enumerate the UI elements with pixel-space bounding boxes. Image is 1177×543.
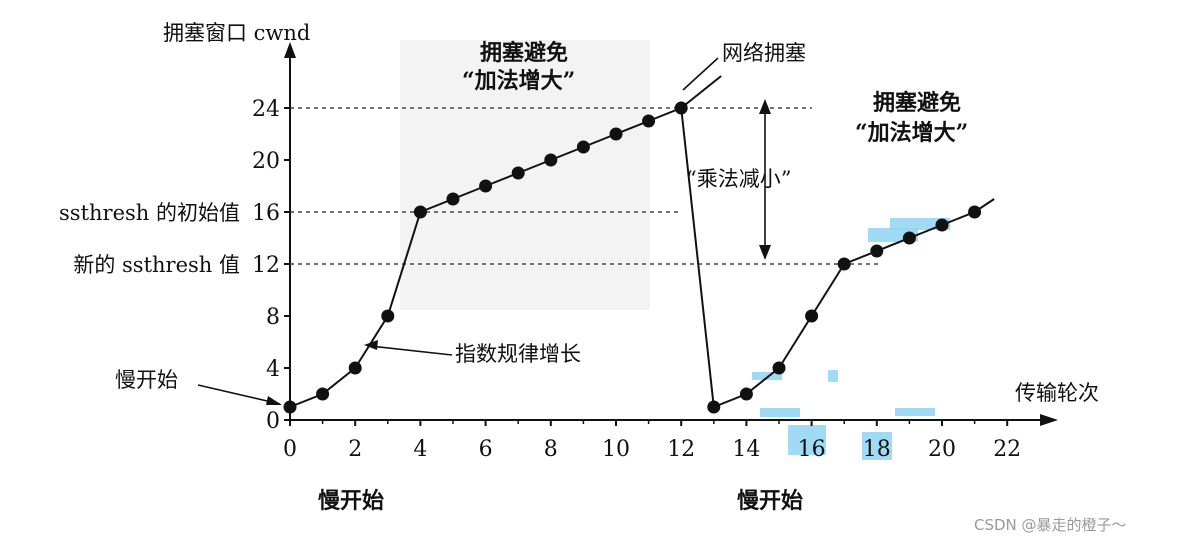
y-tick-label: 0: [266, 409, 280, 434]
data-point: [576, 140, 590, 154]
slow-start-arrow-icon: [266, 396, 282, 405]
data-point: [674, 101, 688, 115]
watermark: CSDN @暴走的橙子～: [974, 516, 1127, 534]
data-point: [642, 114, 656, 128]
x-axis-arrow-icon: [1040, 414, 1058, 426]
y-tick-label: 4: [266, 357, 280, 382]
data-point: [511, 166, 525, 180]
x-tick-label: 10: [602, 437, 630, 462]
slow-start-left-label: 慢开始: [115, 368, 178, 392]
y-tick-label: 24: [252, 97, 280, 122]
highlight-mark: [788, 425, 826, 455]
highlight-mark: [895, 408, 935, 416]
reference-line-label: 新的 ssthresh 值: [73, 253, 240, 277]
congestion-extension: [680, 75, 722, 109]
data-point: [446, 192, 460, 206]
phase-1-label: 慢开始: [318, 488, 384, 514]
decrease-bracket-top-arrow-icon: [759, 99, 771, 114]
data-point: [772, 361, 786, 375]
scan-noise: [400, 40, 650, 310]
congestion-label: 网络拥塞: [722, 41, 806, 65]
data-point: [837, 257, 851, 271]
y-axis-arrow-icon: [284, 42, 296, 58]
exponential-growth-arrow-icon: [364, 340, 378, 350]
data-point: [544, 153, 558, 167]
data-point: [348, 361, 362, 375]
congestion-arrow: [682, 57, 719, 91]
decrease-bracket-bottom-arrow-icon: [759, 245, 771, 260]
data-point: [381, 309, 395, 323]
x-ticks: 0 2 4 6 8 10 12 14 16 18 20 22: [283, 420, 1021, 462]
data-point: [413, 205, 427, 219]
data-point: [316, 387, 330, 401]
data-point: [283, 400, 297, 414]
x-tick-label: 0: [283, 437, 297, 462]
slow-start-arrow: [197, 384, 281, 405]
x-tick-label: 4: [413, 437, 427, 462]
data-point: [870, 244, 884, 258]
x-tick-label: 8: [544, 437, 558, 462]
data-point: [609, 127, 623, 141]
x-tick-label: 20: [928, 437, 956, 462]
x-tick-label: 14: [732, 437, 760, 462]
data-point: [968, 205, 982, 219]
highlight-mark: [760, 408, 800, 417]
axes: [284, 42, 1058, 426]
reference-line-label: ssthresh 的初始值: [59, 201, 240, 225]
data-point: [707, 400, 721, 414]
data-point: [479, 179, 493, 193]
x-tick-label: 22: [993, 437, 1021, 462]
x-tick-label: 12: [667, 437, 695, 462]
data-point: [935, 218, 949, 232]
data-point: [902, 231, 916, 245]
avoidance-2-line-2: “加法增大”: [855, 120, 968, 146]
avoidance-1-line-2: “加法增大”: [462, 68, 575, 94]
y-axis-label: 拥塞窗口 cwnd: [163, 21, 310, 45]
x-tick-label: 16: [798, 437, 826, 462]
exponential-growth-arrow: [369, 345, 453, 356]
highlight-mark: [752, 372, 782, 380]
data-point: [805, 309, 819, 323]
multiplicative-decrease-label: “乘法减小”: [686, 167, 791, 191]
highlight-mark: [862, 432, 892, 460]
y-ticks: 0 4 8 12 16 20 24: [252, 97, 290, 434]
x-tick-label: 2: [348, 437, 362, 462]
x-axis-label: 传输轮次: [1015, 381, 1099, 405]
x-tick-label: 6: [479, 437, 493, 462]
data-point: [739, 387, 753, 401]
highlight-marks: [752, 218, 950, 460]
x-tick-label: 18: [863, 437, 891, 462]
y-tick-label: 20: [252, 149, 280, 174]
phase-2-label: 慢开始: [737, 488, 803, 514]
exponential-growth-label: 指数规律增长: [455, 342, 581, 366]
y-tick-label: 16: [252, 201, 280, 226]
avoidance-1-line-1: 拥塞避免: [480, 40, 568, 66]
avoidance-2-line-1: 拥塞避免: [873, 90, 961, 116]
highlight-mark: [828, 370, 838, 382]
y-tick-label: 8: [266, 305, 280, 330]
cwnd-points: [283, 75, 982, 414]
y-tick-label: 12: [252, 253, 280, 278]
